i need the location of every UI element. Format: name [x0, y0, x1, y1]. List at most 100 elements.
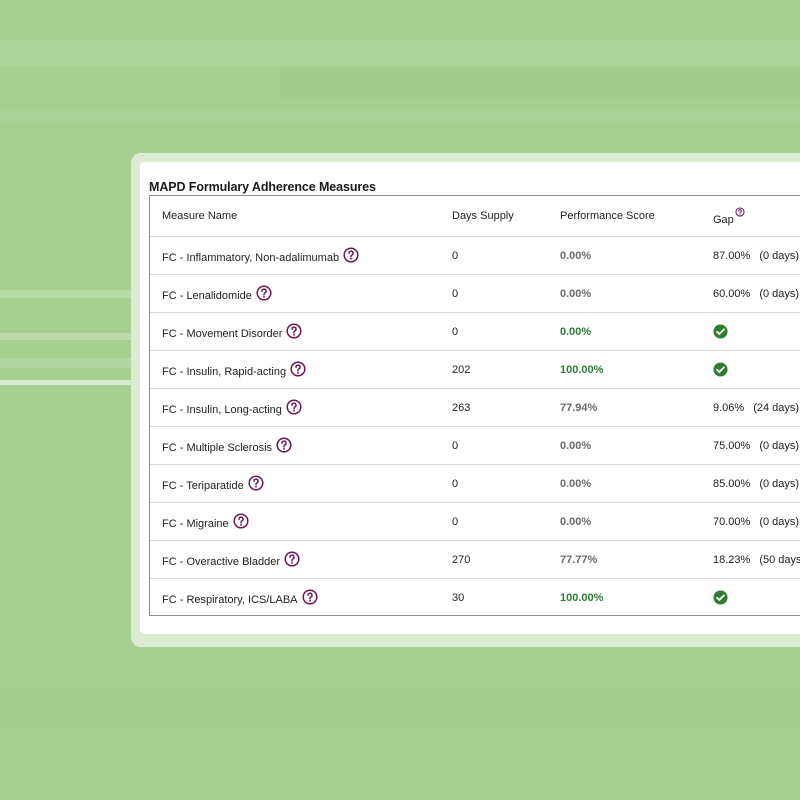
gap-text: 18.23% (50 days)	[713, 554, 800, 566]
help-icon[interactable]	[248, 475, 264, 491]
gap-percent: 70.00%	[713, 515, 751, 528]
performance-score-cell: 0.00%	[548, 502, 701, 541]
performance-score-cell: 0.00%	[548, 464, 701, 503]
performance-score-cell: 0.00%	[548, 274, 701, 313]
days-supply-cell: 0	[440, 274, 548, 313]
gap-cell: 87.00% (0 days)	[701, 236, 800, 275]
gap-percent: 60.00%	[713, 287, 751, 300]
table-row: FC - Insulin, Rapid-acting 202 100.00%	[150, 350, 800, 389]
table-header-row: Measure Name Days Supply Performance Sco…	[150, 196, 800, 237]
days-supply-value: 0	[452, 325, 459, 338]
gap-cell: 60.00% (0 days)	[701, 274, 800, 313]
performance-score-value: 77.94%	[560, 401, 598, 414]
measure-name: FC - Inflammatory, Non-adalimumab	[162, 252, 340, 264]
gap-text: 70.00% (0 days)	[713, 516, 799, 528]
gap-percent: 18.23%	[713, 553, 751, 566]
days-supply-value: 202	[452, 363, 471, 376]
table-row: FC - Insulin, Long-acting 263 77.94% 9.0…	[150, 388, 800, 427]
performance-score-value: 0.00%	[560, 249, 592, 262]
gap-days: (0 days)	[759, 287, 800, 300]
days-supply-value: 270	[452, 553, 471, 566]
gap-percent: 85.00%	[713, 477, 751, 490]
performance-score-cell: 0.00%	[548, 312, 701, 351]
days-supply-cell: 30	[440, 579, 548, 617]
performance-score-cell: 100.00%	[548, 579, 701, 617]
check-circle-icon	[713, 590, 728, 605]
table-row: FC - Inflammatory, Non-adalimumab 0 0.00…	[150, 236, 800, 275]
gap-cell: 70.00% (0 days)	[701, 502, 800, 541]
days-supply-value: 0	[452, 287, 459, 300]
days-supply-cell: 263	[440, 388, 548, 427]
table-row: FC - Multiple Sclerosis 0 0.00% 75.00% (0…	[150, 426, 800, 465]
days-supply-value: 0	[452, 515, 459, 528]
help-icon[interactable]	[233, 513, 249, 529]
gap-cell	[701, 579, 800, 617]
performance-score-value: 100.00%	[560, 591, 604, 604]
column-header-measure-name: Measure Name	[150, 196, 440, 237]
check-circle-icon	[713, 362, 728, 377]
measure-name: FC - Overactive Bladder	[162, 556, 280, 568]
days-supply-value: 0	[452, 439, 459, 452]
check-circle-icon	[713, 324, 728, 339]
measure-name-cell: FC - Multiple Sclerosis	[150, 426, 440, 465]
gap-text: 60.00% (0 days)	[713, 288, 799, 300]
performance-score-value: 0.00%	[560, 287, 592, 300]
gap-cell	[701, 312, 800, 351]
measure-name: FC - Teriparatide	[162, 480, 244, 492]
days-supply-cell: 202	[440, 350, 548, 389]
column-header-gap: Gap	[701, 196, 800, 237]
performance-score-value: 0.00%	[560, 439, 592, 452]
measure-name-cell: FC - Inflammatory, Non-adalimumab	[150, 236, 440, 275]
days-supply-cell: 0	[440, 236, 548, 275]
measure-name-cell: FC - Insulin, Long-acting	[150, 388, 440, 427]
performance-score-value: 0.00%	[560, 477, 592, 490]
gap-cell	[701, 350, 800, 389]
gap-days: (0 days)	[759, 515, 800, 528]
measure-name: FC - Lenalidomide	[162, 290, 252, 302]
performance-score-value: 100.00%	[560, 363, 604, 376]
gap-text: 87.00% (0 days)	[713, 250, 799, 262]
days-supply-cell: 270	[440, 540, 548, 579]
help-icon[interactable]	[290, 361, 306, 377]
performance-score-cell: 0.00%	[548, 426, 701, 465]
measure-name: FC - Movement Disorder	[162, 328, 283, 340]
gap-days: (24 days)	[753, 401, 800, 414]
measure-name: FC - Insulin, Long-acting	[162, 404, 282, 416]
days-supply-value: 263	[452, 401, 471, 414]
measure-name: FC - Migraine	[162, 518, 229, 530]
help-icon[interactable]	[735, 206, 745, 217]
help-icon[interactable]	[284, 551, 300, 567]
performance-score-cell: 77.77%	[548, 540, 701, 579]
table-row: FC - Movement Disorder 0 0.00%	[150, 312, 800, 351]
measure-name-cell: FC - Migraine	[150, 502, 440, 541]
help-icon[interactable]	[286, 399, 302, 415]
days-supply-value: 0	[452, 477, 459, 490]
table-row: FC - Lenalidomide 0 0.00% 60.00% (0 days)	[150, 274, 800, 313]
measure-name-cell: FC - Overactive Bladder	[150, 540, 440, 579]
performance-score-cell: 77.94%	[548, 388, 701, 427]
days-supply-value: 30	[452, 591, 465, 604]
help-icon[interactable]	[301, 589, 318, 605]
table-row: FC - Migraine 0 0.00% 70.00% (0 days)	[150, 502, 800, 541]
gap-percent: 75.00%	[713, 439, 751, 452]
gap-days: (50 days)	[759, 553, 800, 566]
gap-days: (0 days)	[759, 477, 800, 490]
gap-percent: 9.06%	[713, 401, 745, 414]
measure-name-cell: FC - Insulin, Rapid-acting	[150, 350, 440, 389]
help-icon[interactable]	[256, 285, 272, 301]
gap-text: 75.00% (0 days)	[713, 440, 799, 452]
performance-score-value: 0.00%	[560, 515, 592, 528]
help-icon[interactable]	[343, 247, 359, 263]
gap-cell: 85.00% (0 days)	[701, 464, 800, 503]
adherence-table: Measure Name Days Supply Performance Sco…	[149, 195, 800, 616]
column-header-performance-score: Performance Score	[548, 196, 701, 237]
gap-days: (0 days)	[759, 439, 800, 452]
column-header-days-supply: Days Supply	[440, 196, 548, 237]
gap-days: (0 days)	[759, 249, 800, 262]
days-supply-cell: 0	[440, 312, 548, 351]
help-icon[interactable]	[276, 437, 292, 453]
table-row: FC - Teriparatide 0 0.00% 85.00% (0 days)	[150, 464, 800, 503]
help-icon[interactable]	[286, 323, 302, 339]
page-title: MAPD Formulary Adherence Measures	[149, 180, 376, 194]
gap-text: 85.00% (0 days)	[713, 478, 799, 490]
